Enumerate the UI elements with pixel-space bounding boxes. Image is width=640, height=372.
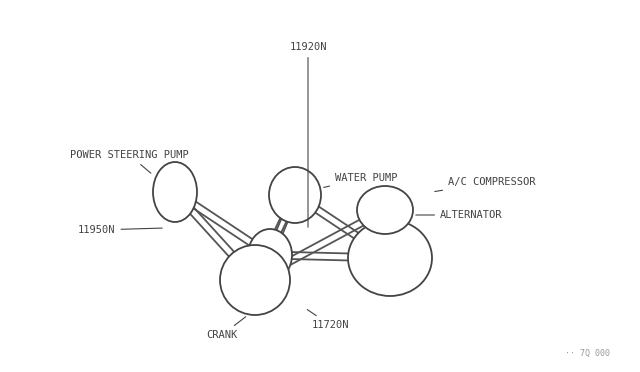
Text: ALTERNATOR: ALTERNATOR bbox=[416, 210, 502, 220]
Text: A/C COMPRESSOR: A/C COMPRESSOR bbox=[435, 177, 536, 192]
Ellipse shape bbox=[220, 245, 290, 315]
Text: 11920N: 11920N bbox=[289, 42, 327, 227]
Text: ·· 7Q 000: ·· 7Q 000 bbox=[565, 349, 610, 358]
Ellipse shape bbox=[348, 220, 432, 296]
Text: POWER STEERING PUMP: POWER STEERING PUMP bbox=[70, 150, 189, 173]
Text: WATER PUMP: WATER PUMP bbox=[324, 173, 397, 187]
Ellipse shape bbox=[357, 186, 413, 234]
Text: 11720N: 11720N bbox=[307, 310, 349, 330]
Text: 11950N: 11950N bbox=[78, 225, 162, 235]
Text: CRANK: CRANK bbox=[206, 317, 246, 340]
Ellipse shape bbox=[269, 167, 321, 223]
Ellipse shape bbox=[248, 229, 292, 281]
Ellipse shape bbox=[153, 162, 197, 222]
